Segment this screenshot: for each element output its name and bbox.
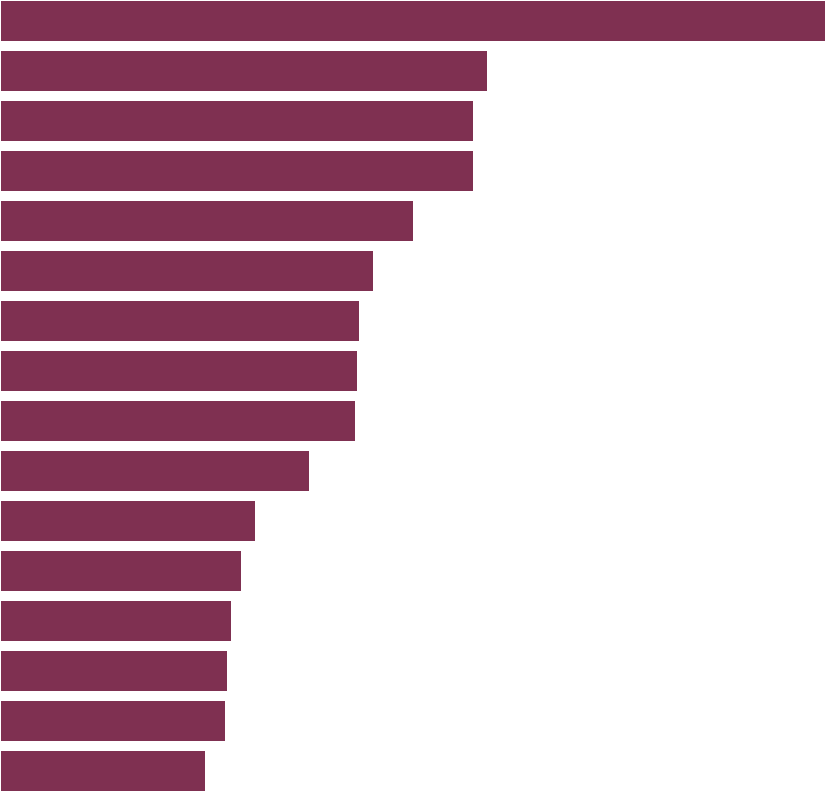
bar-4 <box>1 151 473 191</box>
bar-8 <box>1 351 357 391</box>
bar-7 <box>1 301 359 341</box>
bar-10 <box>1 451 309 491</box>
bar-1 <box>1 1 825 41</box>
bar-9 <box>1 401 355 441</box>
bar-13 <box>1 601 231 641</box>
bar-3 <box>1 101 473 141</box>
bar-5 <box>1 201 413 241</box>
bar-12 <box>1 551 241 591</box>
bar-6 <box>1 251 373 291</box>
bar-11 <box>1 501 255 541</box>
bar-15 <box>1 701 225 741</box>
bar-16 <box>1 751 205 791</box>
bar-14 <box>1 651 227 691</box>
bar-2 <box>1 51 487 91</box>
